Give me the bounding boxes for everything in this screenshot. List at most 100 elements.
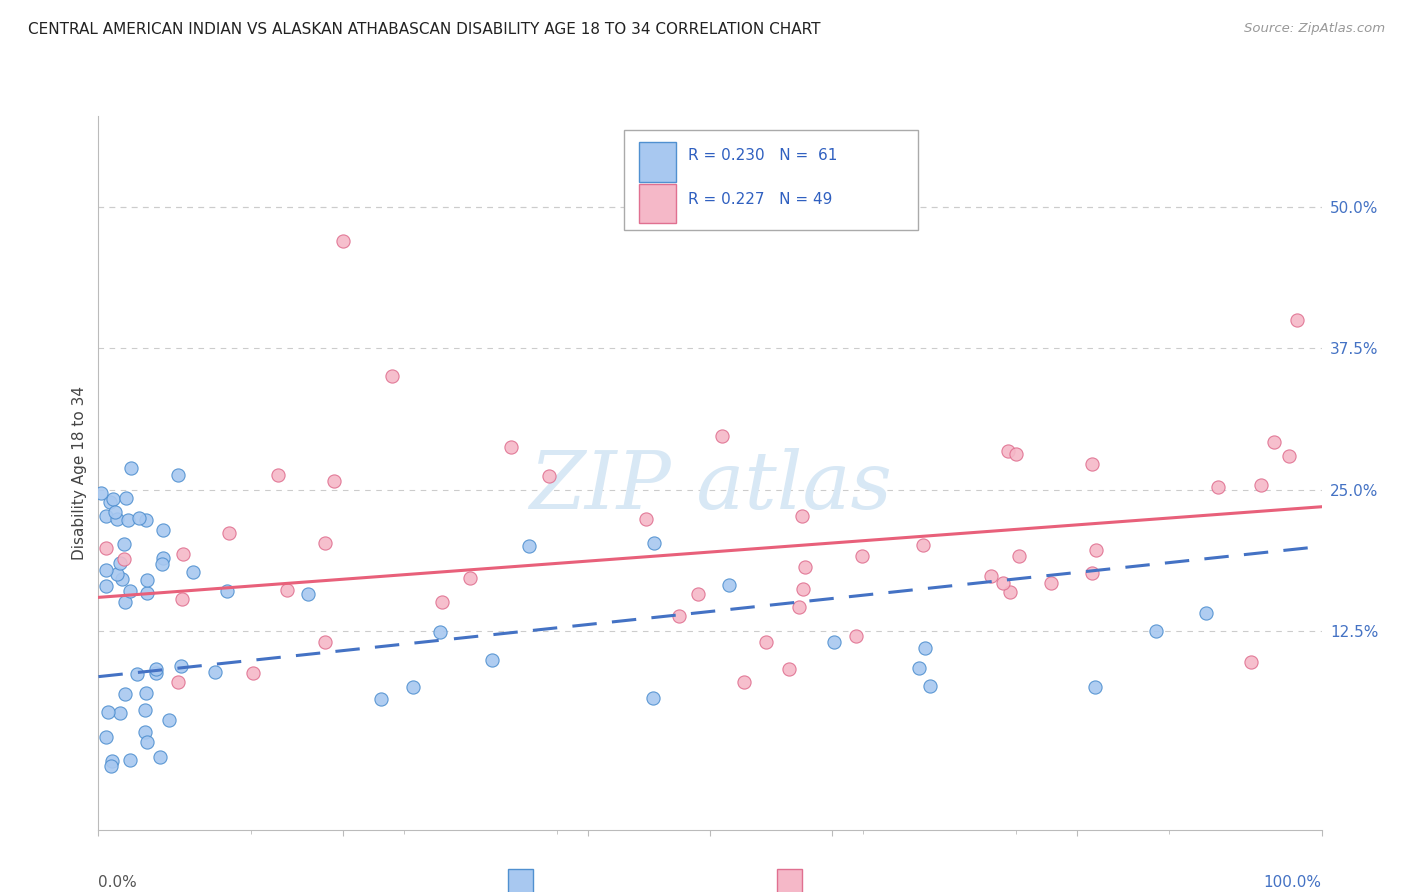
Point — [96, 563, 118, 577]
Point — [1278, 449, 1301, 463]
Point — [157, 713, 180, 727]
Point — [845, 629, 868, 643]
Point — [381, 369, 404, 384]
FancyBboxPatch shape — [624, 130, 918, 230]
Point — [276, 582, 298, 597]
Point — [793, 560, 815, 574]
Point — [104, 505, 127, 519]
Y-axis label: Disability Age 18 to 34: Disability Age 18 to 34 — [72, 385, 87, 560]
Bar — [778, 869, 801, 892]
Point — [481, 653, 503, 667]
Point — [152, 523, 174, 537]
Point — [204, 665, 226, 679]
Point — [501, 440, 523, 454]
Point — [134, 725, 156, 739]
Point — [733, 674, 755, 689]
Point — [755, 635, 778, 649]
Point — [643, 536, 665, 550]
Text: R = 0.227   N = 49: R = 0.227 N = 49 — [688, 192, 832, 207]
Text: R = 0.230   N =  61: R = 0.230 N = 61 — [688, 148, 838, 162]
Point — [430, 595, 453, 609]
Point — [114, 687, 136, 701]
Point — [105, 567, 128, 582]
Bar — [640, 184, 676, 223]
Point — [94, 541, 117, 556]
Point — [112, 551, 135, 566]
Point — [94, 508, 117, 523]
Point — [170, 658, 193, 673]
Point — [108, 556, 131, 570]
Text: 100.0%: 100.0% — [1264, 875, 1322, 890]
Point — [370, 691, 392, 706]
Point — [1007, 549, 1029, 563]
Point — [150, 558, 173, 572]
Point — [135, 735, 157, 749]
Point — [112, 537, 135, 551]
Point — [101, 754, 124, 768]
Point — [145, 666, 167, 681]
Point — [166, 468, 188, 483]
Point — [297, 587, 319, 601]
Point — [920, 679, 942, 693]
Point — [135, 513, 157, 527]
Point — [402, 680, 425, 694]
Point — [907, 660, 929, 674]
Point — [1240, 655, 1263, 669]
Point — [1144, 624, 1167, 638]
Point — [135, 686, 157, 700]
Point — [778, 662, 800, 676]
Point — [1081, 566, 1104, 580]
Point — [135, 586, 157, 600]
Point — [97, 706, 120, 720]
Point — [1085, 543, 1108, 558]
Point — [100, 495, 122, 509]
Point — [980, 569, 1002, 583]
Point — [134, 703, 156, 717]
Bar — [640, 143, 676, 182]
Point — [717, 578, 740, 592]
Point — [911, 537, 934, 551]
Point — [218, 525, 240, 540]
Point — [115, 491, 138, 505]
Point — [332, 234, 354, 248]
Point — [997, 444, 1019, 458]
Point — [145, 662, 167, 676]
Point — [100, 759, 122, 773]
Point — [991, 575, 1014, 590]
Point — [458, 571, 481, 585]
Point — [120, 584, 142, 599]
Point — [787, 599, 810, 614]
Point — [128, 511, 150, 525]
Point — [1195, 606, 1218, 620]
Point — [90, 486, 112, 500]
Point — [120, 753, 142, 767]
Point — [215, 583, 238, 598]
Point — [823, 634, 845, 648]
Point — [94, 730, 117, 744]
Text: 0.0%: 0.0% — [98, 875, 138, 890]
Point — [181, 566, 204, 580]
Point — [1040, 575, 1063, 590]
Bar — [508, 869, 533, 892]
Point — [136, 573, 159, 587]
Point — [120, 461, 142, 475]
Point — [111, 572, 134, 586]
Point — [105, 511, 128, 525]
Point — [242, 666, 264, 681]
Point — [172, 591, 194, 606]
Point — [149, 749, 172, 764]
Point — [1263, 435, 1285, 450]
Point — [1250, 478, 1272, 492]
Point — [172, 547, 194, 561]
Point — [94, 579, 117, 593]
Point — [792, 582, 814, 596]
Point — [314, 536, 336, 550]
Point — [114, 595, 136, 609]
Point — [914, 641, 936, 656]
Text: ZIP atlas: ZIP atlas — [529, 449, 891, 525]
Point — [1286, 313, 1309, 327]
Text: CENTRAL AMERICAN INDIAN VS ALASKAN ATHABASCAN DISABILITY AGE 18 TO 34 CORRELATIO: CENTRAL AMERICAN INDIAN VS ALASKAN ATHAB… — [28, 22, 821, 37]
Point — [1084, 680, 1107, 694]
Point — [711, 429, 734, 443]
Point — [517, 539, 540, 553]
